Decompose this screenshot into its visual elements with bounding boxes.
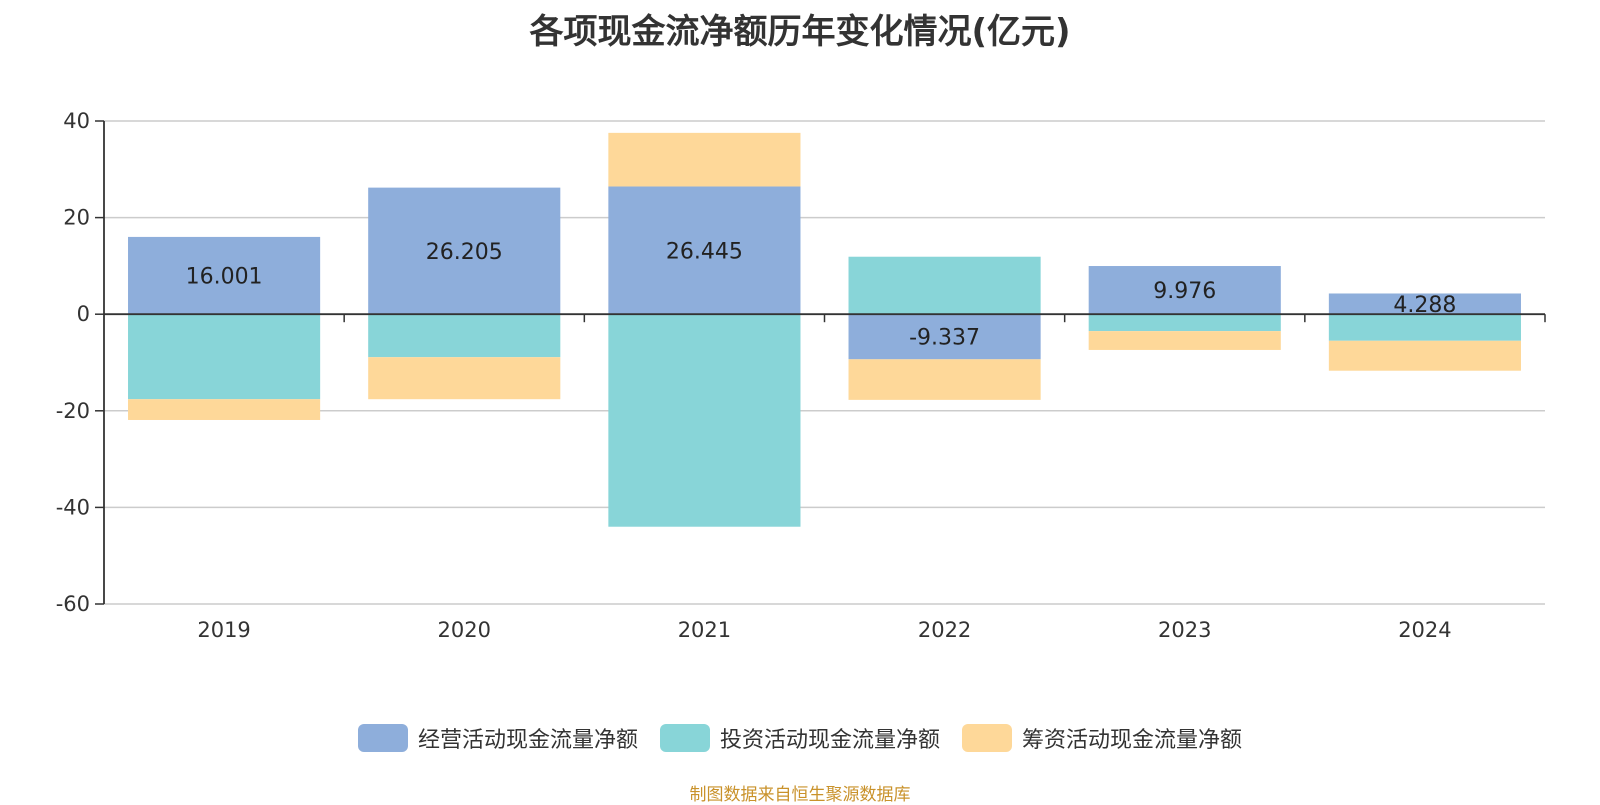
data-label: 26.205 (426, 240, 503, 265)
bar-series-1-2021 (608, 186, 801, 315)
bar-series-3-2022 (848, 359, 1041, 400)
bar-series-3-2019 (128, 399, 321, 420)
legend-swatch (659, 724, 710, 752)
x-tick-label: 2024 (1398, 618, 1451, 642)
legend-swatch (962, 724, 1012, 752)
stacked-bar-chart: 40 20 0 -20 -40 -60 2019 2020 2021 2022 2023 2024 1… (56, 109, 1546, 642)
data-label: 16.001 (186, 265, 263, 290)
grid-lines (104, 120, 1545, 605)
legend: 经营活动现金流量净额 投资活动现金流量净额 筹资活动现金流量净额 (0, 720, 1600, 756)
data-label: 9.976 (1153, 279, 1216, 304)
bar-series-3-2020 (368, 357, 561, 400)
y-tick-label: -20 (56, 399, 90, 423)
x-tick-label: 2019 (197, 618, 250, 642)
legend-item-3[interactable]: 筹资活动现金流量净额 (962, 722, 1242, 754)
y-tick-label: 20 (63, 206, 90, 230)
bar-series-2-2023 (1088, 314, 1281, 332)
data-label: 26.445 (666, 239, 743, 264)
bar-series-2-2024 (1328, 314, 1521, 341)
legend-item-2[interactable]: 投资活动现金流量净额 (659, 722, 940, 754)
axes: 40 20 0 -20 -40 -60 2019 2020 2021 2022 2023 2024 (56, 109, 1546, 642)
legend-item-1[interactable]: 经营活动现金流量净额 (357, 722, 638, 754)
data-labels: 16.001 26.205 26.445 -9.337 9.976 4.288 (186, 239, 1457, 350)
legend-label: 经营活动现金流量净额 (417, 728, 638, 753)
y-tick-label: 40 (63, 109, 90, 133)
chart-title: 各项现金流净额历年变化情况(亿元) (529, 12, 1071, 52)
legend-label: 投资活动现金流量净额 (719, 728, 940, 753)
bar-series-1-2023 (1088, 266, 1281, 315)
bar-series-3-2021 (608, 132, 801, 187)
bar-series-1-2022 (848, 314, 1041, 360)
legend-label: 筹资活动现金流量净额 (1022, 728, 1243, 753)
bar-series-2-2020 (368, 314, 561, 358)
x-tick-label: 2023 (1158, 618, 1211, 642)
legend-swatch (357, 724, 408, 752)
x-tick-label: 2021 (678, 618, 731, 642)
x-tick-label: 2022 (918, 618, 971, 642)
bar-series-2-2019 (128, 314, 321, 400)
data-label: -9.337 (909, 326, 980, 351)
bar-series-3-2024 (1328, 340, 1521, 371)
bar-series-1-2024 (1328, 293, 1521, 315)
bars (128, 132, 1521, 527)
data-label: 4.288 (1393, 293, 1456, 318)
bar-series-2-2021 (608, 314, 801, 527)
bar-series-1-2019 (128, 236, 321, 315)
y-tick-label: -40 (56, 495, 90, 519)
y-tick-label: -60 (56, 592, 90, 616)
x-tick-label: 2020 (438, 618, 491, 642)
y-tick-label: 0 (77, 302, 90, 326)
source-note: 制图数据来自恒生聚源数据库 (689, 785, 911, 805)
bar-series-3-2023 (1088, 331, 1281, 350)
bar-series-2-2022 (848, 256, 1041, 315)
bar-series-1-2020 (368, 187, 561, 315)
